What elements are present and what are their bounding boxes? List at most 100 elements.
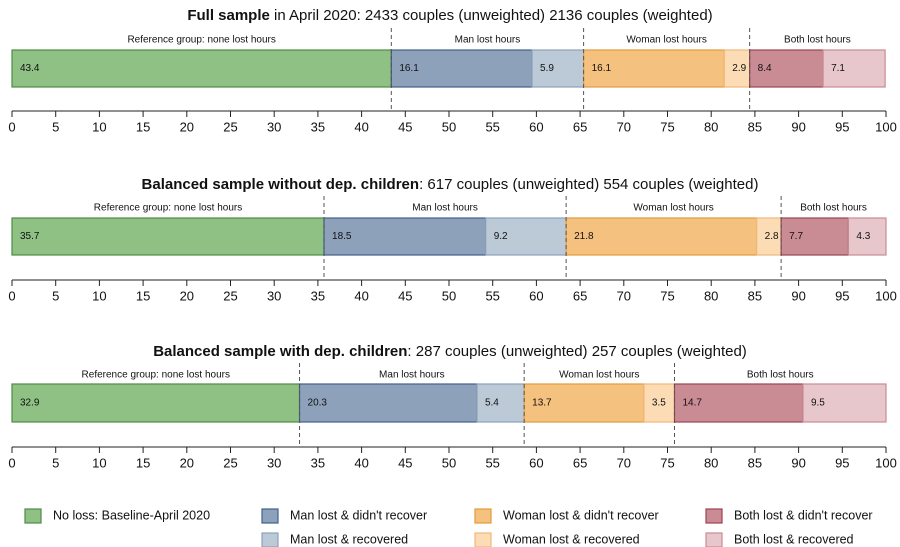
value-label: 8.4 bbox=[758, 63, 772, 74]
legend-label: Woman lost & recovered bbox=[503, 532, 640, 546]
x-tick-label: 10 bbox=[92, 119, 106, 134]
bar-segment bbox=[531, 49, 585, 88]
x-tick-label: 40 bbox=[354, 119, 368, 134]
bar-segment bbox=[476, 383, 525, 423]
bar-segment bbox=[565, 217, 758, 256]
x-tick-label: 20 bbox=[180, 455, 194, 470]
x-tick-label: 90 bbox=[791, 119, 805, 134]
x-tick-label: 80 bbox=[704, 119, 718, 134]
x-tick-label: 40 bbox=[354, 288, 368, 303]
group-label: Man lost hours bbox=[379, 370, 445, 381]
x-tick-label: 90 bbox=[791, 455, 805, 470]
legend-swatch bbox=[261, 508, 279, 524]
legend-label: Woman lost & didn't recover bbox=[503, 508, 659, 522]
legend-label: No loss: Baseline-April 2020 bbox=[53, 508, 210, 522]
bar-segment bbox=[11, 383, 301, 423]
value-label: 3.5 bbox=[652, 398, 666, 409]
x-tick-label: 25 bbox=[223, 119, 237, 134]
x-tick-label: 5 bbox=[52, 455, 59, 470]
x-tick-label: 65 bbox=[573, 288, 587, 303]
bar-segment bbox=[485, 217, 567, 256]
x-tick-label: 20 bbox=[180, 288, 194, 303]
group-label: Woman lost hours bbox=[633, 203, 713, 214]
bar-segment bbox=[780, 217, 850, 256]
x-tick-label: 35 bbox=[311, 288, 325, 303]
x-tick-label: 30 bbox=[267, 119, 281, 134]
legend-swatch bbox=[705, 532, 723, 547]
x-tick-label: 70 bbox=[617, 288, 631, 303]
bar-segment bbox=[802, 383, 887, 423]
title-bold: Balanced sample with dep. children bbox=[153, 343, 407, 360]
x-tick-label: 95 bbox=[835, 288, 849, 303]
x-tick-label: 100 bbox=[875, 119, 897, 134]
x-tick-label: 65 bbox=[573, 455, 587, 470]
x-tick-label: 60 bbox=[529, 119, 543, 134]
x-tick-label: 60 bbox=[529, 455, 543, 470]
x-tick-label: 0 bbox=[8, 455, 15, 470]
panel-title: Balanced sample without dep. children: 6… bbox=[142, 176, 759, 193]
value-label: 21.8 bbox=[574, 231, 594, 242]
legend-swatch bbox=[474, 532, 492, 547]
x-tick-label: 15 bbox=[136, 455, 150, 470]
title-rest: : 617 couples (unweighted) 554 couples (… bbox=[419, 176, 758, 193]
value-label: 2.9 bbox=[732, 63, 746, 74]
value-label: 5.9 bbox=[540, 63, 554, 74]
x-tick-label: 50 bbox=[442, 455, 456, 470]
legend-label: Both lost & didn't recover bbox=[734, 508, 873, 522]
x-tick-label: 35 bbox=[311, 455, 325, 470]
x-tick-label: 25 bbox=[223, 455, 237, 470]
legend-label: Man lost & recovered bbox=[290, 532, 408, 546]
bar-segment bbox=[643, 383, 676, 423]
group-label: Man lost hours bbox=[455, 35, 521, 46]
bar-segment bbox=[847, 217, 887, 256]
value-label: 16.1 bbox=[592, 63, 612, 74]
value-label: 18.5 bbox=[332, 231, 352, 242]
title-rest: : 287 couples (unweighted) 257 couples (… bbox=[407, 343, 746, 360]
x-tick-label: 75 bbox=[660, 455, 674, 470]
value-label: 16.1 bbox=[399, 63, 419, 74]
title-rest: in April 2020: 2433 couples (unweighted)… bbox=[270, 7, 713, 24]
x-tick-label: 95 bbox=[835, 455, 849, 470]
x-tick-label: 70 bbox=[617, 119, 631, 134]
bar-segment bbox=[11, 217, 325, 256]
legend-label: Man lost & didn't recover bbox=[290, 508, 427, 522]
group-label: Man lost hours bbox=[412, 203, 478, 214]
bar-segment bbox=[822, 49, 886, 88]
panel-title: Balanced sample with dep. children: 287 … bbox=[153, 343, 747, 360]
legend-swatch bbox=[474, 508, 492, 524]
x-tick-label: 80 bbox=[704, 288, 718, 303]
x-tick-label: 90 bbox=[791, 288, 805, 303]
value-label: 9.2 bbox=[494, 231, 508, 242]
x-tick-label: 85 bbox=[748, 455, 762, 470]
x-tick-label: 25 bbox=[223, 288, 237, 303]
x-tick-label: 65 bbox=[573, 119, 587, 134]
title-bold: Balanced sample without dep. children bbox=[142, 176, 420, 193]
x-tick-label: 100 bbox=[875, 455, 897, 470]
x-tick-label: 85 bbox=[748, 288, 762, 303]
group-label: Reference group: none lost hours bbox=[94, 203, 242, 214]
x-tick-label: 10 bbox=[92, 288, 106, 303]
x-tick-label: 95 bbox=[835, 119, 849, 134]
group-label: Woman lost hours bbox=[626, 35, 706, 46]
legend-swatch bbox=[705, 508, 723, 524]
x-tick-label: 80 bbox=[704, 455, 718, 470]
value-label: 32.9 bbox=[20, 398, 40, 409]
value-label: 2.8 bbox=[765, 231, 779, 242]
x-tick-label: 70 bbox=[617, 455, 631, 470]
x-tick-label: 40 bbox=[354, 455, 368, 470]
value-label: 4.3 bbox=[856, 231, 870, 242]
x-tick-label: 10 bbox=[92, 455, 106, 470]
group-label: Reference group: none lost hours bbox=[82, 370, 230, 381]
bar-segment bbox=[323, 217, 487, 256]
legend-swatch bbox=[24, 508, 42, 524]
x-tick-label: 45 bbox=[398, 288, 412, 303]
group-label: Woman lost hours bbox=[559, 370, 639, 381]
x-tick-label: 5 bbox=[52, 119, 59, 134]
x-tick-label: 75 bbox=[660, 119, 674, 134]
x-tick-label: 55 bbox=[485, 288, 499, 303]
legend-swatch bbox=[261, 532, 279, 547]
value-label: 7.7 bbox=[789, 231, 803, 242]
bar-segment bbox=[523, 383, 645, 423]
value-label: 14.7 bbox=[682, 398, 702, 409]
x-tick-label: 35 bbox=[311, 119, 325, 134]
